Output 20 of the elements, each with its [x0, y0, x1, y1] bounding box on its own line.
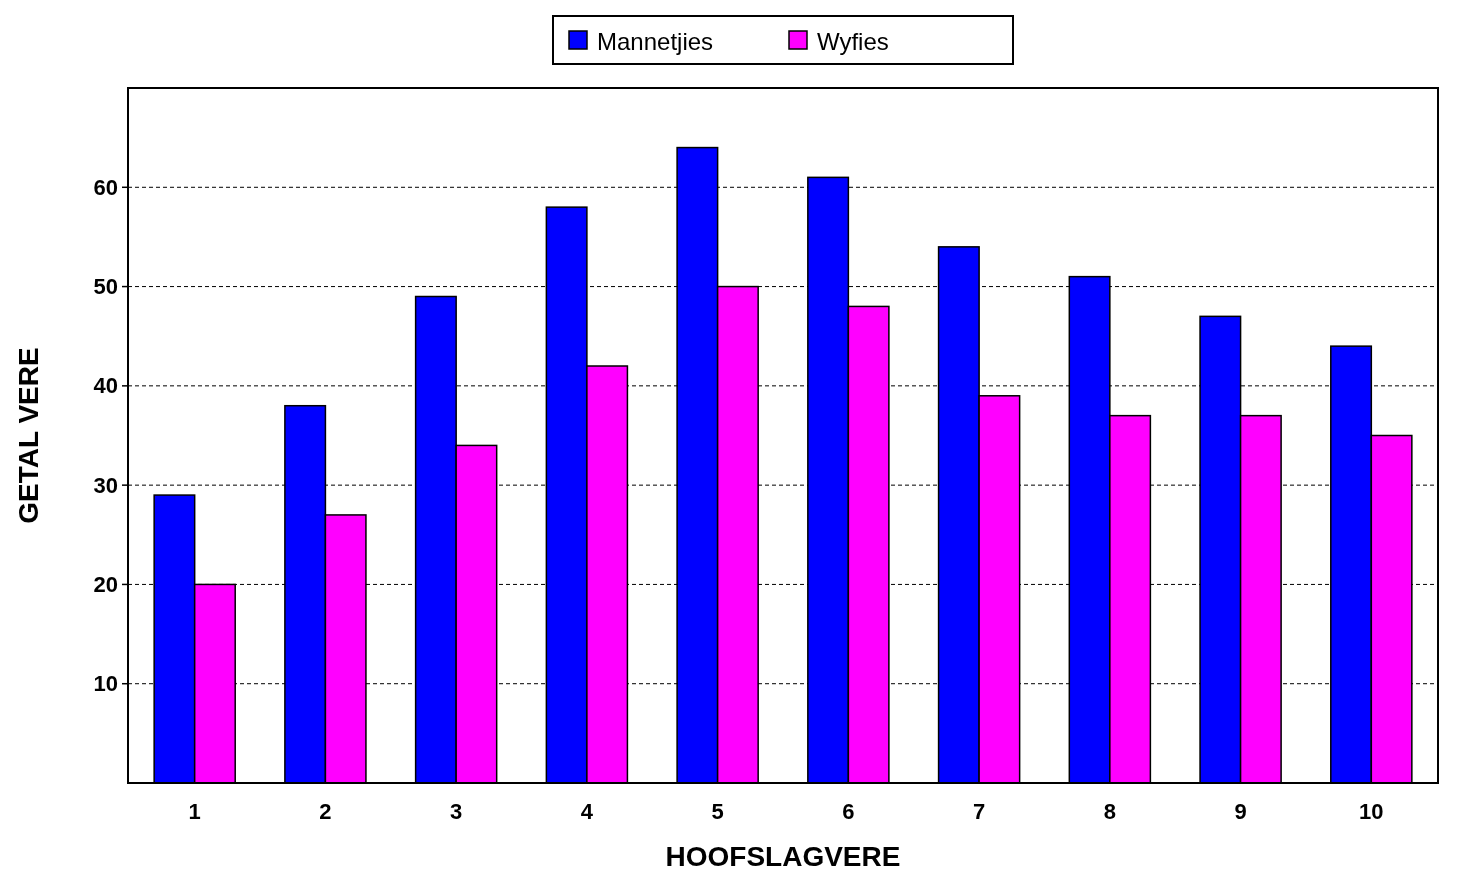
- x-tick-label: 5: [711, 799, 724, 824]
- y-axis-title: GETAL VERE: [13, 347, 44, 524]
- y-tick-label: 20: [93, 571, 118, 597]
- y-tick-label: 50: [93, 274, 118, 300]
- legend-label: Mannetjies: [597, 27, 714, 55]
- y-tick-label: 60: [93, 174, 118, 200]
- x-tick-label: 9: [1234, 799, 1247, 824]
- legend-label: Wyfies: [817, 27, 889, 55]
- x-tick-label: 8: [1103, 799, 1116, 824]
- x-tick-label: 4: [580, 799, 594, 824]
- y-tick-label: 30: [93, 472, 118, 498]
- x-tick-label: 2: [319, 799, 332, 824]
- x-tick-label: 6: [842, 799, 855, 824]
- y-tick-label: 40: [93, 373, 118, 399]
- x-tick-label: 10: [1359, 799, 1384, 824]
- x-tick-label: 1: [188, 799, 201, 824]
- x-axis-title: HOOFSLAGVERE: [665, 841, 901, 872]
- y-tick-label: 10: [93, 671, 118, 697]
- x-tick-label: 7: [972, 799, 986, 824]
- x-tick-label: 3: [450, 799, 463, 824]
